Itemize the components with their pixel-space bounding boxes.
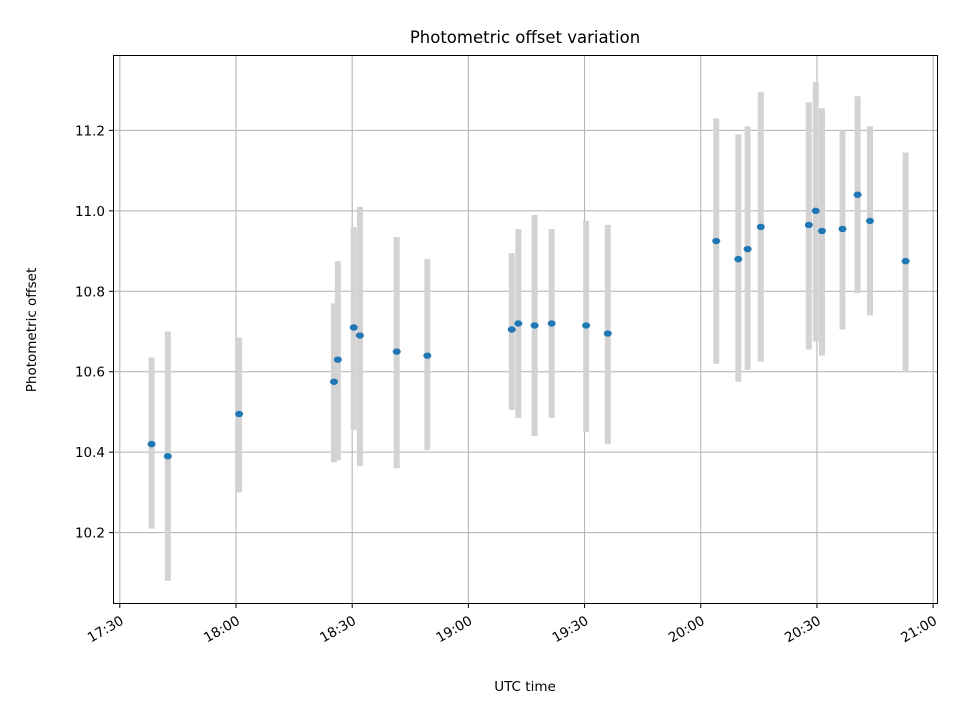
x-axis-label: UTC time [494,679,556,695]
y-tick-label: 11.2 [75,123,105,139]
x-tick-label: 21:00 [898,613,940,646]
y-axis-label: Photometric offset [24,268,40,392]
y-tick-label: 10.8 [75,284,105,300]
data-point [423,352,432,359]
data-point [507,326,516,333]
x-tick-label: 20:30 [782,613,824,646]
data-point [734,255,743,263]
data-point [547,320,556,327]
y-axis-ticks: 10.2 10.4 10.6 10.8 11.0 11.2 [75,123,114,542]
data-point [333,356,342,363]
data-point [865,217,874,225]
x-tick-label: 19:30 [550,613,592,646]
y-tick-label: 10.2 [75,526,105,542]
data-point [603,330,612,337]
data-point [147,440,156,448]
chart-title: Photometric offset variation [410,28,640,47]
data-point [514,320,523,327]
data-point [901,257,910,265]
error-bar-layer [148,82,909,581]
data-point [804,221,813,229]
data-point [355,332,364,339]
data-point [235,410,244,418]
x-tick-label: 20:00 [666,613,708,646]
data-point [743,245,752,253]
data-point [349,324,358,331]
data-point [163,452,172,460]
y-tick-label: 11.0 [75,204,105,220]
data-point [817,227,826,235]
x-tick-label: 18:00 [201,613,243,646]
data-point-layer [147,191,910,460]
y-tick-label: 10.6 [75,365,105,381]
y-tick-label: 10.4 [75,445,105,461]
x-axis-ticks: 17:30 18:00 18:30 19:00 19:30 20:00 20:30 21:00 [85,603,940,646]
data-point [853,191,862,198]
data-point [329,378,338,385]
plot-frame [113,55,938,604]
data-point [530,322,539,329]
data-point [756,223,765,231]
data-point [811,207,820,215]
x-tick-label: 19:00 [433,613,475,646]
x-tick-label: 18:30 [317,613,359,646]
data-point [392,348,401,355]
data-point [712,237,721,245]
data-point [582,322,591,329]
x-tick-label: 17:30 [85,613,127,646]
data-point [838,225,847,233]
